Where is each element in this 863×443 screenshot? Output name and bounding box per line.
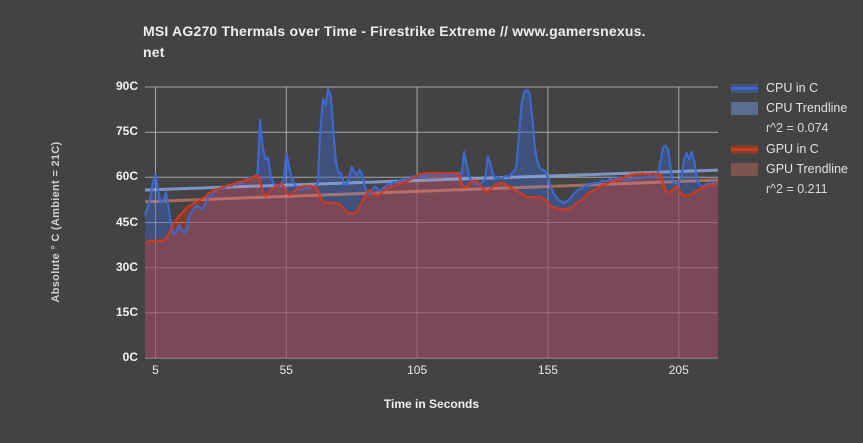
- x-tick-label: 205: [668, 363, 689, 377]
- chart-title-line1: MSI AG270 Thermals over Time - Firestrik…: [143, 23, 646, 39]
- gpu-line: [145, 172, 719, 244]
- chart-title-line2: net: [143, 44, 165, 60]
- gpu-trendline: [144, 178, 719, 204]
- legend-gpu-r2: r^2 = 0.211: [766, 182, 828, 196]
- legend-label-gpu-trendline: GPU Trendline: [766, 162, 848, 176]
- x-axis-title: Time in Seconds: [383, 397, 480, 411]
- x-tick-label: 5: [152, 363, 159, 377]
- y-tick-label: 0C: [122, 350, 138, 364]
- legend-item-cpu-line: CPU in C: [731, 81, 863, 95]
- y-tick-label: 75C: [115, 124, 138, 139]
- y-tick-label: 45C: [115, 214, 138, 229]
- legend-label-cpu: CPU in C: [766, 81, 819, 95]
- y-tick-label: 15C: [115, 304, 138, 319]
- gpu-series-swatch-icon: [731, 144, 758, 154]
- legend-item-gpu-line: GPU in C: [731, 142, 863, 156]
- legend-label-gpu: GPU in C: [766, 142, 819, 156]
- gpu-trendline-swatch-icon: [731, 162, 758, 176]
- legend-item-gpu-trendline: GPU Trendline: [731, 162, 863, 176]
- gpu-area: [145, 173, 718, 358]
- x-tick-label: 105: [407, 363, 428, 377]
- y-tick-label: 60C: [115, 169, 138, 184]
- cpu-trendline-swatch-icon: [731, 101, 758, 115]
- cpu-series-swatch-icon: [731, 83, 758, 93]
- legend-cpu-r2: r^2 = 0.074: [766, 121, 829, 135]
- chart-legend: CPU in C CPU Trendline r^2 = 0.074 GPU i…: [731, 81, 863, 203]
- x-tick-label: 55: [279, 363, 293, 377]
- y-tick-label: 30C: [115, 259, 138, 274]
- cpu-trendline: [144, 168, 719, 192]
- legend-item-cpu-trendline: CPU Trendline: [731, 101, 863, 115]
- chart-title: MSI AG270 Thermals over Time - Firestrik…: [143, 21, 733, 63]
- x-tick-label: 155: [537, 363, 558, 377]
- cpu-area: [145, 88, 718, 358]
- legend-label-cpu-trendline: CPU Trendline: [766, 101, 848, 115]
- y-tick-label: 90C: [115, 79, 138, 93]
- thermals-area-chart: [143, 86, 719, 359]
